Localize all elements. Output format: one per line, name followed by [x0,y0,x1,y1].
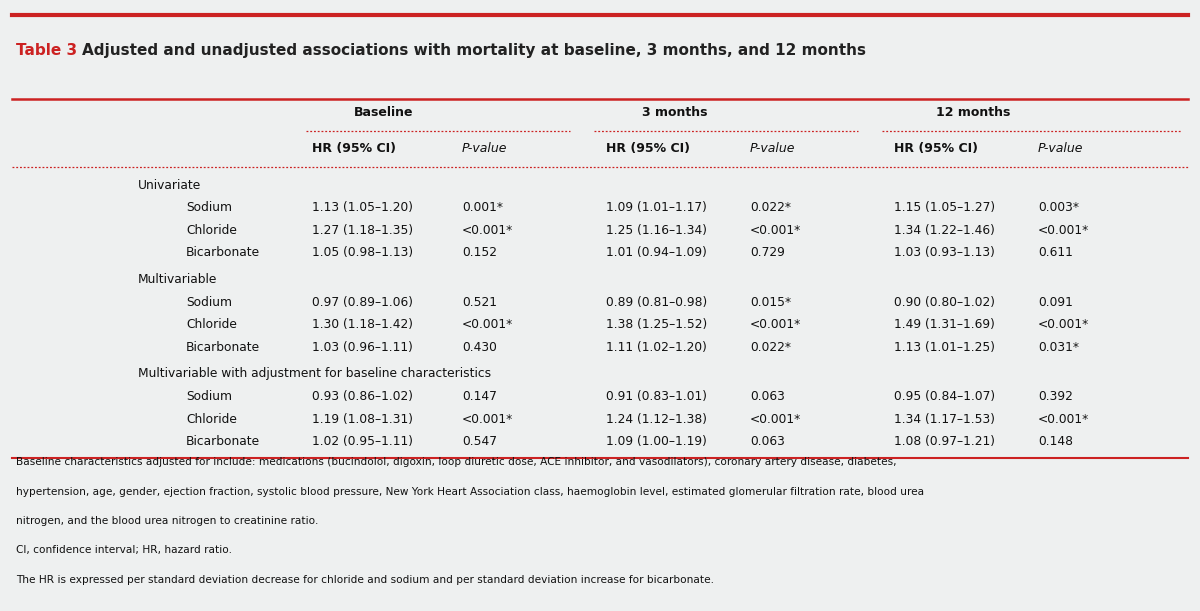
Text: 0.90 (0.80–1.02): 0.90 (0.80–1.02) [894,296,995,309]
Text: 0.89 (0.81–0.98): 0.89 (0.81–0.98) [606,296,707,309]
Text: nitrogen, and the blood urea nitrogen to creatinine ratio.: nitrogen, and the blood urea nitrogen to… [16,516,318,526]
Text: 0.392: 0.392 [1038,390,1073,403]
Text: hypertension, age, gender, ejection fraction, systolic blood pressure, New York : hypertension, age, gender, ejection frac… [16,486,924,497]
Text: 1.08 (0.97–1.21): 1.08 (0.97–1.21) [894,435,995,448]
Text: 0.001*: 0.001* [462,201,503,214]
Text: Chloride: Chloride [186,224,236,237]
Text: 0.521: 0.521 [462,296,497,309]
Text: Bicarbonate: Bicarbonate [186,246,260,260]
Text: 1.19 (1.08–1.31): 1.19 (1.08–1.31) [312,412,413,426]
Text: <0.001*: <0.001* [1038,224,1090,237]
Text: P-value: P-value [1038,142,1084,155]
Text: 1.38 (1.25–1.52): 1.38 (1.25–1.52) [606,318,707,331]
Text: 1.03 (0.93–1.13): 1.03 (0.93–1.13) [894,246,995,260]
Text: 0.063: 0.063 [750,435,785,448]
Text: 1.02 (0.95–1.11): 1.02 (0.95–1.11) [312,435,413,448]
Text: 0.003*: 0.003* [1038,201,1079,214]
Text: 1.27 (1.18–1.35): 1.27 (1.18–1.35) [312,224,413,237]
Text: 1.09 (1.01–1.17): 1.09 (1.01–1.17) [606,201,707,214]
Text: CI, confidence interval; HR, hazard ratio.: CI, confidence interval; HR, hazard rati… [16,545,232,555]
Text: 1.34 (1.22–1.46): 1.34 (1.22–1.46) [894,224,995,237]
Text: <0.001*: <0.001* [462,318,514,331]
Text: 1.25 (1.16–1.34): 1.25 (1.16–1.34) [606,224,707,237]
Text: Sodium: Sodium [186,296,232,309]
Text: 0.015*: 0.015* [750,296,791,309]
Text: 1.03 (0.96–1.11): 1.03 (0.96–1.11) [312,341,413,354]
Text: 0.152: 0.152 [462,246,497,260]
Text: P-value: P-value [462,142,508,155]
Text: 1.13 (1.01–1.25): 1.13 (1.01–1.25) [894,341,995,354]
Text: Univariate: Univariate [138,178,202,192]
Text: 0.022*: 0.022* [750,341,791,354]
Text: 0.430: 0.430 [462,341,497,354]
Text: 0.031*: 0.031* [1038,341,1079,354]
Text: <0.001*: <0.001* [462,224,514,237]
Text: 1.49 (1.31–1.69): 1.49 (1.31–1.69) [894,318,995,331]
Text: HR (95% CI): HR (95% CI) [312,142,396,155]
Text: Table 3: Table 3 [16,43,77,58]
Text: 1.11 (1.02–1.20): 1.11 (1.02–1.20) [606,341,707,354]
Text: 1.13 (1.05–1.20): 1.13 (1.05–1.20) [312,201,413,214]
Text: Bicarbonate: Bicarbonate [186,435,260,448]
Text: Bicarbonate: Bicarbonate [186,341,260,354]
Text: HR (95% CI): HR (95% CI) [894,142,978,155]
Text: <0.001*: <0.001* [750,412,802,426]
Text: 0.91 (0.83–1.01): 0.91 (0.83–1.01) [606,390,707,403]
Text: 1.30 (1.18–1.42): 1.30 (1.18–1.42) [312,318,413,331]
Text: 0.091: 0.091 [1038,296,1073,309]
Text: 12 months: 12 months [936,106,1010,119]
Text: 1.15 (1.05–1.27): 1.15 (1.05–1.27) [894,201,995,214]
Text: <0.001*: <0.001* [750,224,802,237]
Text: Chloride: Chloride [186,318,236,331]
Text: Baseline characteristics adjusted for include: medications (bucindolol, digoxin,: Baseline characteristics adjusted for in… [16,457,896,467]
Text: <0.001*: <0.001* [1038,412,1090,426]
Text: <0.001*: <0.001* [462,412,514,426]
Text: <0.001*: <0.001* [750,318,802,331]
Text: 1.34 (1.17–1.53): 1.34 (1.17–1.53) [894,412,995,426]
Text: Baseline: Baseline [354,106,414,119]
Text: 0.93 (0.86–1.02): 0.93 (0.86–1.02) [312,390,413,403]
Text: 1.01 (0.94–1.09): 1.01 (0.94–1.09) [606,246,707,260]
Text: 0.95 (0.84–1.07): 0.95 (0.84–1.07) [894,390,995,403]
Text: 0.547: 0.547 [462,435,497,448]
Text: 0.147: 0.147 [462,390,497,403]
Text: 0.148: 0.148 [1038,435,1073,448]
Text: The HR is expressed per standard deviation decrease for chloride and sodium and : The HR is expressed per standard deviati… [16,575,714,585]
Text: 0.97 (0.89–1.06): 0.97 (0.89–1.06) [312,296,413,309]
Text: 0.022*: 0.022* [750,201,791,214]
Text: P-value: P-value [750,142,796,155]
Text: Sodium: Sodium [186,201,232,214]
Text: 0.063: 0.063 [750,390,785,403]
Text: Chloride: Chloride [186,412,236,426]
Text: 0.611: 0.611 [1038,246,1073,260]
Text: Multivariable with adjustment for baseline characteristics: Multivariable with adjustment for baseli… [138,367,491,381]
Text: 1.05 (0.98–1.13): 1.05 (0.98–1.13) [312,246,413,260]
Text: 0.729: 0.729 [750,246,785,260]
Text: Sodium: Sodium [186,390,232,403]
Text: 1.24 (1.12–1.38): 1.24 (1.12–1.38) [606,412,707,426]
Text: <0.001*: <0.001* [1038,318,1090,331]
Text: HR (95% CI): HR (95% CI) [606,142,690,155]
Text: Adjusted and unadjusted associations with mortality at baseline, 3 months, and 1: Adjusted and unadjusted associations wit… [82,43,865,58]
Text: 3 months: 3 months [642,106,708,119]
Text: 1.09 (1.00–1.19): 1.09 (1.00–1.19) [606,435,707,448]
Text: Multivariable: Multivariable [138,273,217,286]
